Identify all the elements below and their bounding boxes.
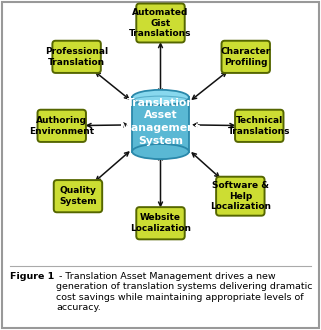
FancyBboxPatch shape <box>235 110 283 142</box>
Bar <box>132 97 189 151</box>
FancyBboxPatch shape <box>52 41 101 73</box>
Text: Professional
Translation: Professional Translation <box>45 47 108 67</box>
FancyBboxPatch shape <box>136 207 185 239</box>
Text: - Translation Asset Management drives a new generation of translation systems de: - Translation Asset Management drives a … <box>56 272 313 312</box>
Text: Website
Localization: Website Localization <box>130 214 191 233</box>
FancyBboxPatch shape <box>38 110 86 142</box>
Ellipse shape <box>132 144 189 159</box>
Text: Character
Profiling: Character Profiling <box>221 47 271 67</box>
Text: Translation
Asset
Management
System: Translation Asset Management System <box>120 98 201 146</box>
Text: Quality
System: Quality System <box>59 186 97 206</box>
Text: Automated
Gist
Translations: Automated Gist Translations <box>129 8 192 38</box>
Text: Figure 1: Figure 1 <box>10 272 54 281</box>
FancyBboxPatch shape <box>54 180 102 212</box>
FancyBboxPatch shape <box>216 177 265 216</box>
Text: Software &
Help
Localization: Software & Help Localization <box>210 181 271 212</box>
FancyBboxPatch shape <box>221 41 270 73</box>
Text: Authoring
Environment: Authoring Environment <box>29 116 94 136</box>
FancyBboxPatch shape <box>136 4 185 43</box>
Ellipse shape <box>132 90 189 105</box>
Text: Technical
Translations: Technical Translations <box>228 116 291 136</box>
